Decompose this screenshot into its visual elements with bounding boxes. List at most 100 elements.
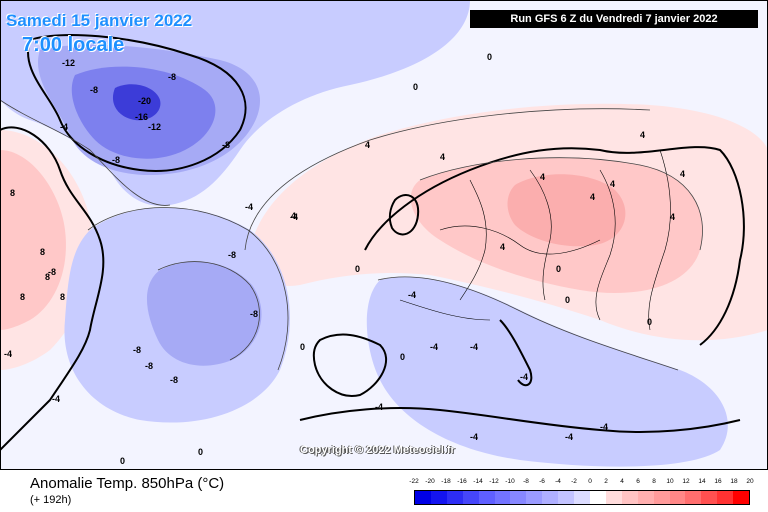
contour-label: -4 bbox=[4, 349, 12, 359]
contour-label: -4 bbox=[290, 212, 298, 222]
contour-label: 0 bbox=[487, 52, 492, 62]
legend-swatch bbox=[462, 491, 479, 504]
contour-line bbox=[377, 276, 679, 371]
warm-anomaly-america-mid bbox=[0, 150, 66, 330]
contours bbox=[0, 99, 703, 371]
legend-label: 20 bbox=[746, 478, 754, 485]
contour-line bbox=[419, 157, 703, 251]
legend-swatch bbox=[526, 491, 543, 504]
border-line bbox=[399, 299, 491, 321]
legend-swatch bbox=[415, 491, 431, 504]
contour-label: 4 bbox=[680, 169, 685, 179]
legend-label: 12 bbox=[682, 478, 690, 485]
legend-swatch bbox=[685, 491, 702, 504]
contour-label: -4 bbox=[430, 342, 438, 352]
valid-date: Samedi 15 janvier 2022 bbox=[6, 11, 193, 30]
contour-label: -8 bbox=[222, 140, 230, 150]
contour-label: 8 bbox=[20, 292, 25, 302]
contour-label: -4 bbox=[470, 432, 478, 442]
contour-label: -8 bbox=[48, 267, 56, 277]
legend-swatch bbox=[574, 491, 590, 504]
legend-label: -20 bbox=[425, 478, 435, 485]
contour-label: -12 bbox=[148, 122, 161, 132]
cold-anomaly-atlantic-mid bbox=[146, 261, 262, 366]
contour-label: -4 bbox=[375, 402, 383, 412]
contour-line bbox=[87, 207, 289, 371]
legend-label: 18 bbox=[730, 478, 738, 485]
contour-label: 8 bbox=[40, 247, 45, 257]
contour-label: -8 bbox=[112, 155, 120, 165]
legend-swatch bbox=[733, 491, 750, 504]
contour-label: -8 bbox=[145, 361, 153, 371]
cold-anomaly-greenland-core bbox=[112, 84, 161, 121]
legend-label: -14 bbox=[473, 478, 483, 485]
contour-label: -4 bbox=[60, 122, 68, 132]
contour-label: -4 bbox=[470, 342, 478, 352]
product-title: Anomalie Temp. 850hPa (°C) bbox=[30, 475, 225, 492]
contour-label: 4 bbox=[540, 172, 545, 182]
contour-label: -4 bbox=[600, 422, 608, 432]
europe-coast bbox=[364, 146, 745, 346]
contour-label: 0 bbox=[647, 317, 652, 327]
contour-label: 4 bbox=[640, 130, 645, 140]
legend-label: -10 bbox=[505, 478, 515, 485]
contour-label: -20 bbox=[138, 96, 151, 106]
color-legend: -22 -20 -18 -16 -14 -12 -10 -8 -6 -4 -2 0 2 4 6 8 10 12 14… bbox=[409, 478, 754, 505]
legend-label: 4 bbox=[620, 478, 624, 485]
legend-swatch bbox=[430, 491, 447, 504]
contour-label: -4 bbox=[520, 372, 528, 382]
contour-label: -8 bbox=[170, 375, 178, 385]
contour-label: 0 bbox=[556, 264, 561, 274]
lead-time: (+ 192h) bbox=[30, 494, 72, 506]
contour-label: -8 bbox=[228, 250, 236, 260]
contour-line bbox=[244, 108, 651, 251]
legend-swatch bbox=[605, 491, 622, 504]
legend-label: -6 bbox=[539, 478, 545, 485]
legend-label: -18 bbox=[441, 478, 451, 485]
legend-swatch bbox=[669, 491, 686, 504]
contour-label: 4 bbox=[610, 179, 615, 189]
uk-coast bbox=[388, 194, 420, 236]
contour-label: -8 bbox=[168, 72, 176, 82]
contour-label: 8 bbox=[45, 272, 50, 282]
legend-swatch bbox=[478, 491, 495, 504]
iberia-coast bbox=[312, 333, 387, 397]
contour-label: 0 bbox=[300, 342, 305, 352]
legend-label: 2 bbox=[604, 478, 608, 485]
legend-swatch bbox=[701, 491, 718, 504]
border-line bbox=[648, 149, 671, 331]
italy-coast bbox=[499, 319, 533, 387]
contour-label: -4 bbox=[245, 202, 253, 212]
run-banner: Run GFS 6 Z du Vendredi 7 janvier 2022 bbox=[470, 10, 758, 28]
legend-swatch bbox=[558, 491, 575, 504]
contour-label: 0 bbox=[565, 295, 570, 305]
contour-label: 4 bbox=[590, 192, 595, 202]
contour-line bbox=[157, 261, 260, 361]
border-line bbox=[529, 169, 552, 301]
footer: Anomalie Temp. 850hPa (°C) (+ 192h) -22-… bbox=[0, 470, 768, 512]
legend-label: -22 bbox=[409, 478, 419, 485]
contour-label: -8 bbox=[250, 309, 258, 319]
legend-label: 0 bbox=[588, 478, 592, 485]
contour-line bbox=[0, 99, 171, 206]
contour-label: -8 bbox=[90, 85, 98, 95]
legend-swatch bbox=[653, 491, 670, 504]
legend-label: 16 bbox=[714, 478, 722, 485]
contour-label: -4 bbox=[408, 290, 416, 300]
legend-labels: -22 -20 -18 -16 -14 -12 -10 -8 -6 -4 -2 0 2 4 6 8 10 12 14… bbox=[409, 478, 753, 488]
legend-swatch bbox=[494, 491, 511, 504]
legend-swatch bbox=[717, 491, 734, 504]
anomaly-map: -20-16-12-12-8-8-8-8-8-8-8-8-8-8-4-4-4-4… bbox=[0, 0, 768, 470]
legend-swatch bbox=[510, 491, 527, 504]
contour-label: -8 bbox=[133, 345, 141, 355]
legend-label: -12 bbox=[489, 478, 499, 485]
legend-label: -16 bbox=[457, 478, 467, 485]
legend-swatch bbox=[446, 491, 463, 504]
greenland-coast bbox=[27, 34, 247, 172]
copyright: Copyright © 2022 Meteociel.fr bbox=[300, 444, 455, 456]
contour-label: 0 bbox=[120, 456, 125, 466]
contour-label: -4 bbox=[565, 432, 573, 442]
legend-bar bbox=[414, 490, 750, 505]
contour-label: 0 bbox=[355, 264, 360, 274]
